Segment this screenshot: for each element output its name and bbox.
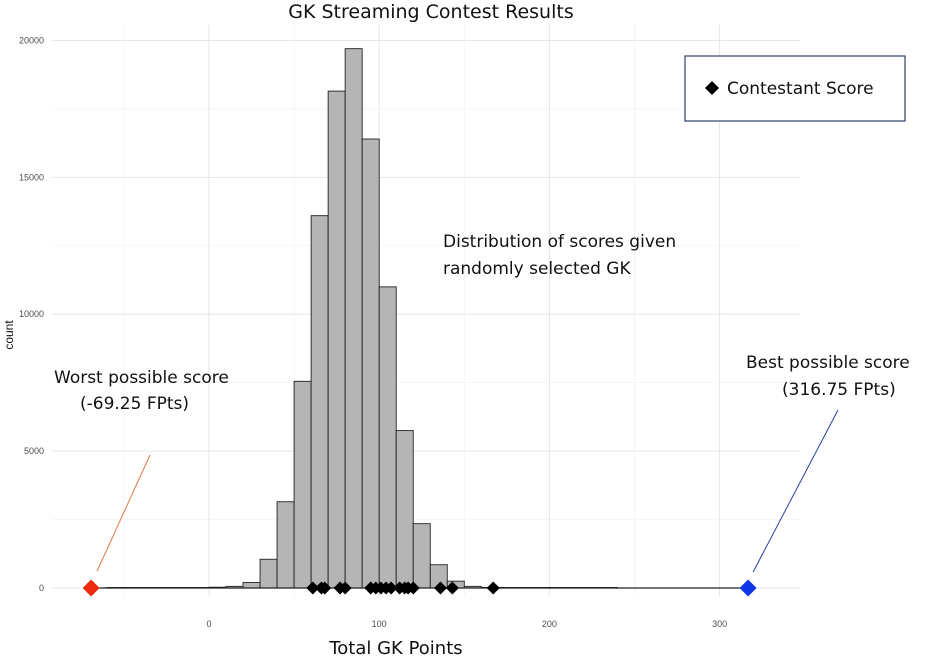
- best-score-marker: [739, 579, 757, 597]
- worst-score-marker: [82, 579, 100, 597]
- legend-box: [684, 55, 906, 122]
- y-tick-label: 20000: [19, 35, 44, 45]
- chart-legend: Contestant Score: [684, 55, 906, 122]
- histogram-bars: [91, 48, 754, 589]
- best-score-annotation-line1: Best possible score: [746, 353, 910, 373]
- contestant-score-marker: [306, 581, 320, 595]
- worst-score-annotation-line1: Worst possible score: [54, 368, 229, 388]
- y-tick-label: 10000: [19, 309, 44, 319]
- grid-lines: [52, 25, 800, 596]
- histogram-bar: [378, 286, 397, 589]
- best-score-annotation-line2: (316.75 FPts): [782, 380, 896, 400]
- y-tick-label: 5000: [24, 446, 44, 456]
- y-tick-label: 15000: [19, 172, 44, 182]
- contestant-score-marker: [486, 581, 500, 595]
- y-axis-label: count: [2, 320, 16, 350]
- x-tick-label: 200: [542, 619, 557, 629]
- y-tick-label: 0: [39, 583, 44, 593]
- score-markers: [82, 409, 839, 597]
- worst-score-annotation-line2: (-69.25 FPts): [80, 394, 189, 414]
- histogram-bar: [259, 558, 278, 589]
- x-tick-label: 100: [372, 619, 387, 629]
- x-axis-label: Total GK Points: [328, 638, 462, 659]
- histogram-bar: [242, 582, 261, 589]
- histogram-bar: [327, 90, 346, 589]
- contestant-score-marker: [338, 581, 352, 595]
- distribution-annotation-line1: Distribution of scores given: [443, 232, 676, 252]
- contestant-score-marker: [384, 581, 398, 595]
- best-score-leader-line: [752, 409, 839, 573]
- contestant-score-marker: [433, 581, 447, 595]
- contestant-score-marker: [318, 581, 332, 595]
- contestant-score-marker: [406, 581, 420, 595]
- histogram-bar: [310, 215, 329, 589]
- contestant-score-marker: [445, 581, 459, 595]
- histogram-bar: [395, 430, 414, 589]
- histogram-bar: [361, 138, 380, 589]
- chart-title: GK Streaming Contest Results: [288, 1, 573, 23]
- legend-label: Contestant Score: [727, 79, 874, 99]
- x-tick-label: 300: [712, 619, 727, 629]
- legend-diamond-icon: [705, 81, 719, 95]
- histogram-bar: [344, 48, 363, 589]
- worst-score-leader-line: [96, 454, 151, 572]
- histogram-bar: [293, 380, 312, 589]
- distribution-annotation-line2: randomly selected GK: [443, 259, 631, 279]
- histogram-bar: [412, 523, 431, 589]
- x-tick-label: 0: [206, 619, 211, 629]
- axis-ticks: 0 5000 10000 15000 20000 0 100 200 300: [19, 35, 727, 629]
- histogram-bar: [276, 501, 295, 589]
